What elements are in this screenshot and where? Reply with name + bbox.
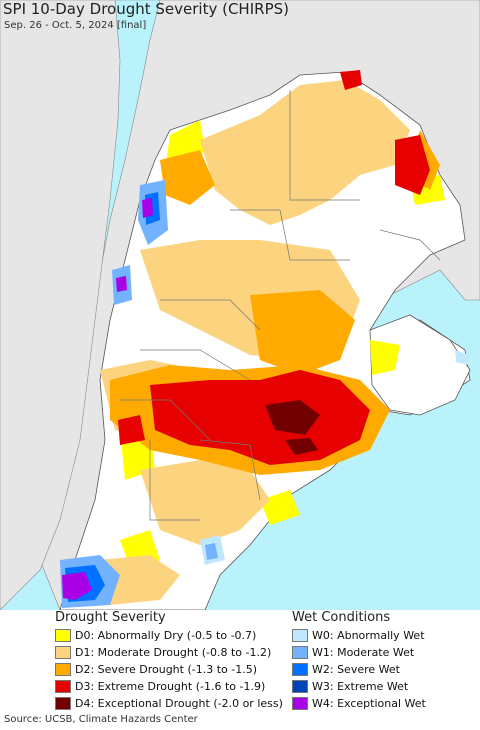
wet-legend-title: Wet Conditions [292,610,391,625]
chile-coast-land [0,0,121,610]
uruguay-region [369,314,471,416]
wet-areas [60,180,470,608]
legend-label: D3: Extreme Drought (-1.6 to -1.9) [75,679,266,693]
legend-label: D4: Exceptional Drought (-2.0 or less) [75,696,283,710]
source-credit: Source: UCSB, Climate Hazards Center [4,714,198,725]
legend-label: D0: Abnormally Dry (-0.5 to -0.7) [75,628,257,642]
map-title: SPI 10-Day Drought Severity (CHIRPS) [3,0,289,18]
legend-label: W4: Exceptional Wet [312,696,426,710]
legend-item-w3: W3: Extreme Wet [292,678,408,694]
legend-item-d0: D0: Abnormally Dry (-0.5 to -0.7) [55,627,256,643]
legend-label: D2: Severe Drought (-1.3 to -1.5) [75,662,258,676]
legend: Drought Severity Wet Conditions D0: Abno… [0,610,480,714]
legend-swatch [55,679,71,693]
d4-areas [265,400,320,455]
legend-swatch [292,628,308,642]
d3-areas [118,70,430,465]
legend-swatch [292,662,308,676]
legend-item-d3: D3: Extreme Drought (-1.6 to -1.9) [55,678,265,694]
map-subtitle: Sep. 26 - Oct. 5, 2024 [final] [4,20,147,31]
legend-swatch [55,696,71,710]
legend-label: W2: Severe Wet [312,662,400,676]
legend-item-w2: W2: Severe Wet [292,661,400,677]
legend-item-w4: W4: Exceptional Wet [292,695,426,711]
legend-label: W1: Moderate Wet [312,645,415,659]
legend-swatch [55,662,71,676]
legend-label: W0: Abnormally Wet [312,628,425,642]
legend-label: W3: Extreme Wet [312,679,409,693]
legend-item-d4: D4: Exceptional Drought (-2.0 or less) [55,695,283,711]
legend-item-w1: W1: Moderate Wet [292,644,414,660]
legend-swatch [55,628,71,642]
legend-swatch [292,645,308,659]
drought-legend-title: Drought Severity [55,610,166,625]
drought-map [0,0,480,610]
legend-item-d1: D1: Moderate Drought (-0.8 to -1.2) [55,644,271,660]
legend-swatch [292,696,308,710]
legend-item-w0: W0: Abnormally Wet [292,627,425,643]
province-boundaries [120,90,441,521]
legend-swatch [292,679,308,693]
legend-swatch [55,645,71,659]
legend-item-d2: D2: Severe Drought (-1.3 to -1.5) [55,661,257,677]
legend-label: D1: Moderate Drought (-0.8 to -1.2) [75,645,272,659]
